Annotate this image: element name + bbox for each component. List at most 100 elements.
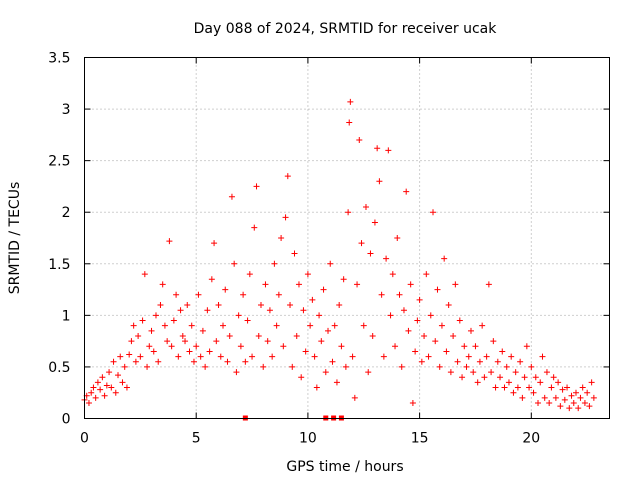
data-point <box>492 384 499 391</box>
data-point <box>88 389 95 396</box>
data-point <box>108 384 115 391</box>
data-point <box>374 145 381 152</box>
data-point <box>206 348 213 355</box>
data-point <box>287 302 294 309</box>
data-point <box>387 312 394 319</box>
data-point <box>244 317 251 324</box>
data-point <box>514 384 521 391</box>
x-tick-label: 15 <box>411 431 429 447</box>
data-point <box>175 353 182 360</box>
data-point <box>311 353 318 360</box>
data-point <box>307 322 314 329</box>
y-tick-label: 2.5 <box>48 154 70 170</box>
data-point <box>130 322 137 329</box>
data-point <box>445 302 452 309</box>
data-point <box>579 384 586 391</box>
data-point <box>505 379 512 386</box>
data-point <box>237 343 244 350</box>
data-point <box>275 291 282 298</box>
data-point <box>371 219 378 226</box>
data-point <box>228 193 235 200</box>
data-point <box>197 353 204 360</box>
data-point <box>488 369 495 376</box>
data-point <box>523 343 530 350</box>
data-point <box>508 353 515 360</box>
data-point <box>240 291 247 298</box>
data-point <box>459 374 466 381</box>
data-point <box>362 204 369 211</box>
data-point <box>97 386 104 393</box>
data-point <box>564 384 571 391</box>
data-point <box>235 312 242 319</box>
data-point <box>423 271 430 278</box>
data-points <box>81 98 597 421</box>
data-point <box>503 363 510 370</box>
data-point <box>246 271 253 278</box>
x-tick-label: 20 <box>522 431 540 447</box>
data-point <box>94 379 101 386</box>
data-point <box>497 374 504 381</box>
data-point <box>117 353 124 360</box>
data-point <box>499 348 506 355</box>
data-point <box>465 353 472 360</box>
data-point <box>92 394 99 401</box>
data-point <box>412 348 419 355</box>
data-point <box>325 327 332 334</box>
y-axis-label: SRMTID / TECUs <box>7 182 23 295</box>
data-point <box>106 369 113 376</box>
y-tick-label: 0 <box>62 412 71 428</box>
data-point <box>119 379 126 386</box>
data-point <box>336 302 343 309</box>
data-point <box>215 302 222 309</box>
data-point <box>146 343 153 350</box>
data-point <box>467 327 474 334</box>
data-point <box>320 286 327 293</box>
data-point <box>407 281 414 288</box>
data-point <box>400 307 407 314</box>
data-point <box>521 374 528 381</box>
data-point <box>253 183 260 190</box>
data-point <box>291 250 298 257</box>
data-point <box>190 358 197 365</box>
data-point <box>150 348 157 355</box>
data-point <box>577 394 584 401</box>
data-point <box>85 400 92 407</box>
y-tick-label: 0.5 <box>48 360 70 376</box>
data-point <box>425 353 432 360</box>
data-point <box>231 260 238 267</box>
data-point <box>280 343 287 350</box>
data-point <box>313 384 320 391</box>
data-point <box>530 389 537 396</box>
data-point <box>110 358 117 365</box>
data-point <box>152 312 159 319</box>
data-point <box>157 302 164 309</box>
data-point <box>255 332 262 339</box>
data-point <box>309 296 316 303</box>
data-point <box>396 291 403 298</box>
data-point <box>416 296 423 303</box>
data-point <box>141 271 148 278</box>
data-point <box>101 392 108 399</box>
plot-frame <box>84 57 610 419</box>
data-point <box>543 369 550 376</box>
data-point <box>481 374 488 381</box>
data-point <box>193 343 200 350</box>
data-point <box>347 98 354 105</box>
data-point <box>293 332 300 339</box>
data-point <box>436 363 443 370</box>
data-point <box>284 173 291 180</box>
data-point <box>182 338 189 345</box>
data-point <box>257 302 264 309</box>
data-point <box>443 348 450 355</box>
data-point <box>338 343 345 350</box>
data-point <box>535 400 542 407</box>
data-point <box>501 384 508 391</box>
data-point <box>139 317 146 324</box>
data-point <box>195 291 202 298</box>
data-point <box>112 389 119 396</box>
data-point <box>329 358 336 365</box>
data-point <box>510 389 517 396</box>
data-point <box>512 369 519 376</box>
data-point <box>378 291 385 298</box>
